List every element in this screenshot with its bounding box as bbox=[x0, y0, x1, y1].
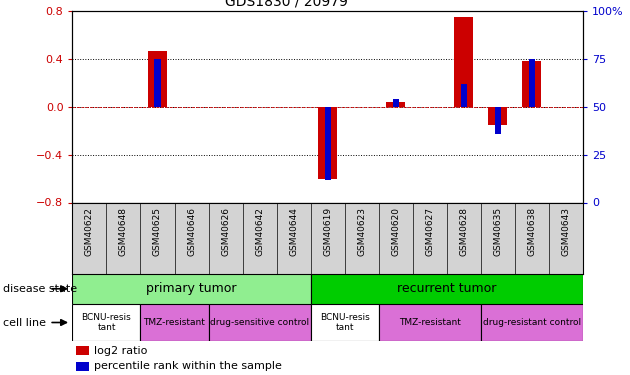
Bar bbox=[76, 346, 89, 355]
Bar bbox=[72, 274, 311, 304]
Text: GSM40619: GSM40619 bbox=[323, 207, 332, 256]
Bar bbox=[392, 99, 399, 107]
Bar bbox=[154, 59, 161, 107]
Text: disease state: disease state bbox=[3, 285, 77, 294]
Bar bbox=[324, 107, 331, 180]
Text: BCNU-resis
tant: BCNU-resis tant bbox=[82, 313, 131, 332]
Text: GSM40642: GSM40642 bbox=[255, 207, 264, 256]
Text: GSM40643: GSM40643 bbox=[561, 207, 570, 256]
Text: GSM40646: GSM40646 bbox=[187, 207, 196, 256]
Bar bbox=[488, 107, 507, 125]
Bar bbox=[379, 304, 481, 341]
Text: GSM40623: GSM40623 bbox=[357, 207, 366, 256]
Bar bbox=[461, 84, 467, 107]
Bar bbox=[386, 102, 405, 107]
Title: GDS1830 / 20979: GDS1830 / 20979 bbox=[226, 0, 348, 9]
Bar bbox=[529, 59, 535, 107]
Bar bbox=[481, 304, 583, 341]
Bar bbox=[76, 362, 89, 371]
Text: GSM40626: GSM40626 bbox=[221, 207, 230, 256]
Bar bbox=[311, 274, 583, 304]
Text: percentile rank within the sample: percentile rank within the sample bbox=[94, 361, 282, 371]
Text: GSM40638: GSM40638 bbox=[527, 207, 536, 256]
Text: GSM40627: GSM40627 bbox=[425, 207, 434, 256]
Bar bbox=[72, 304, 140, 341]
Bar bbox=[148, 51, 167, 107]
Bar bbox=[140, 304, 209, 341]
Bar bbox=[318, 107, 337, 178]
Bar bbox=[454, 17, 473, 107]
Text: drug-sensitive control: drug-sensitive control bbox=[210, 318, 309, 327]
Bar bbox=[522, 62, 541, 107]
Text: GSM40622: GSM40622 bbox=[85, 207, 94, 256]
Text: BCNU-resis
tant: BCNU-resis tant bbox=[320, 313, 369, 332]
Bar bbox=[311, 304, 379, 341]
Text: GSM40648: GSM40648 bbox=[119, 207, 128, 256]
Text: primary tumor: primary tumor bbox=[146, 282, 237, 295]
Text: log2 ratio: log2 ratio bbox=[94, 346, 147, 356]
Text: recurrent tumor: recurrent tumor bbox=[397, 282, 496, 295]
Text: GSM40644: GSM40644 bbox=[289, 207, 298, 256]
Text: GSM40625: GSM40625 bbox=[153, 207, 162, 256]
Text: TMZ-resistant: TMZ-resistant bbox=[144, 318, 205, 327]
Text: GSM40635: GSM40635 bbox=[493, 207, 502, 256]
Text: drug-resistant control: drug-resistant control bbox=[483, 318, 581, 327]
Bar bbox=[209, 304, 311, 341]
Text: TMZ-resistant: TMZ-resistant bbox=[399, 318, 461, 327]
Text: GSM40628: GSM40628 bbox=[459, 207, 468, 256]
Text: GSM40620: GSM40620 bbox=[391, 207, 400, 256]
Text: cell line: cell line bbox=[3, 318, 46, 327]
Bar bbox=[495, 107, 501, 134]
